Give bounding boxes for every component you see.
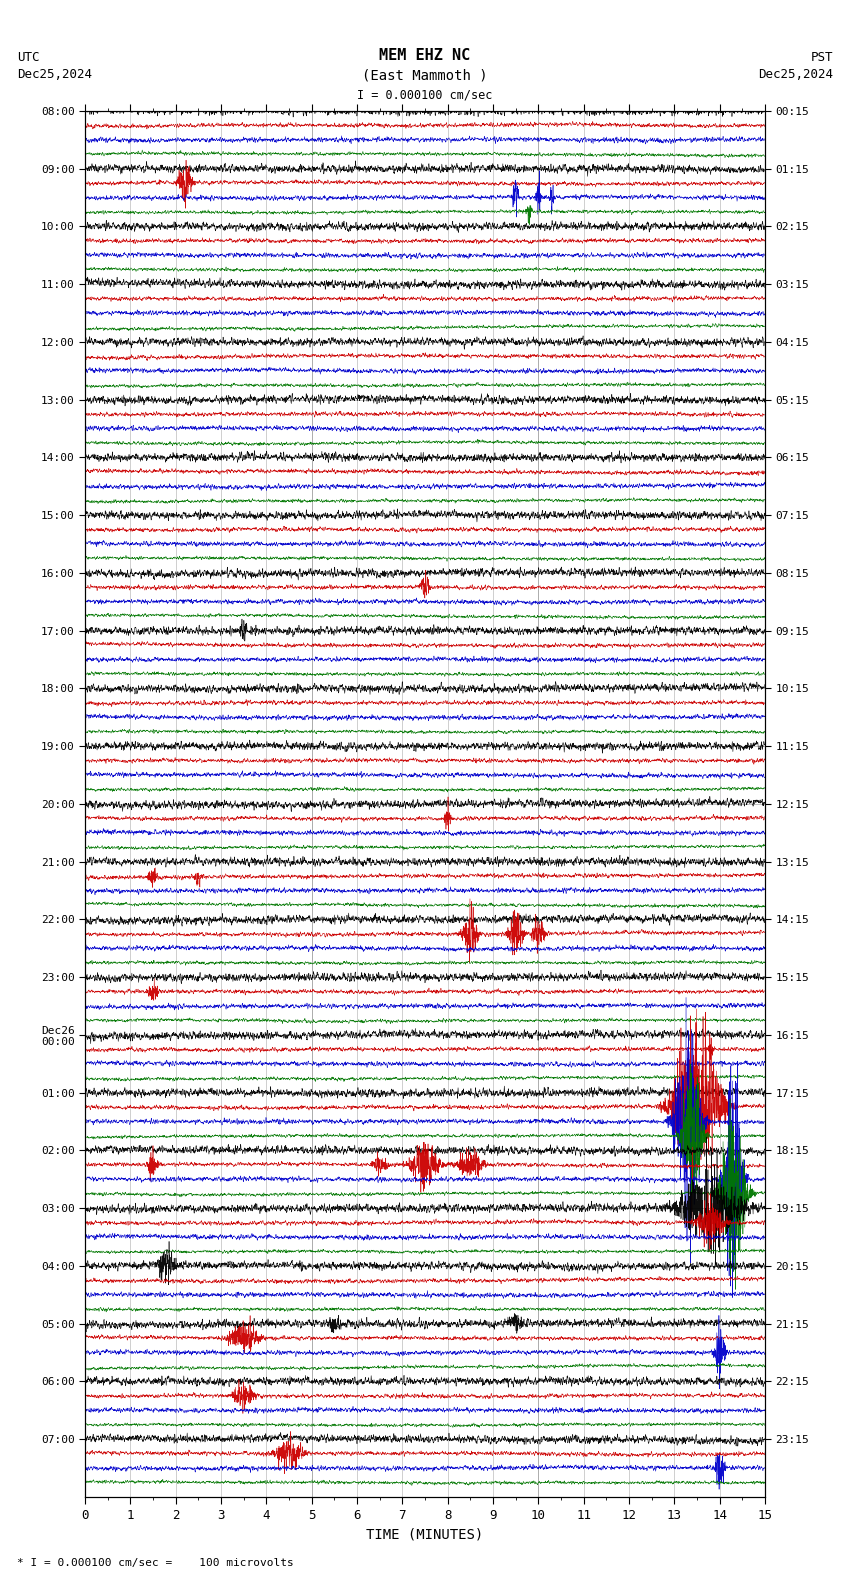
Text: Dec25,2024: Dec25,2024 — [758, 68, 833, 81]
Text: MEM EHZ NC: MEM EHZ NC — [379, 49, 471, 63]
Text: Dec25,2024: Dec25,2024 — [17, 68, 92, 81]
Text: (East Mammoth ): (East Mammoth ) — [362, 68, 488, 82]
Text: UTC: UTC — [17, 51, 39, 63]
Text: * I = 0.000100 cm/sec =    100 microvolts: * I = 0.000100 cm/sec = 100 microvolts — [17, 1559, 294, 1568]
Text: PST: PST — [811, 51, 833, 63]
X-axis label: TIME (MINUTES): TIME (MINUTES) — [366, 1527, 484, 1541]
Text: I = 0.000100 cm/sec: I = 0.000100 cm/sec — [357, 89, 493, 101]
